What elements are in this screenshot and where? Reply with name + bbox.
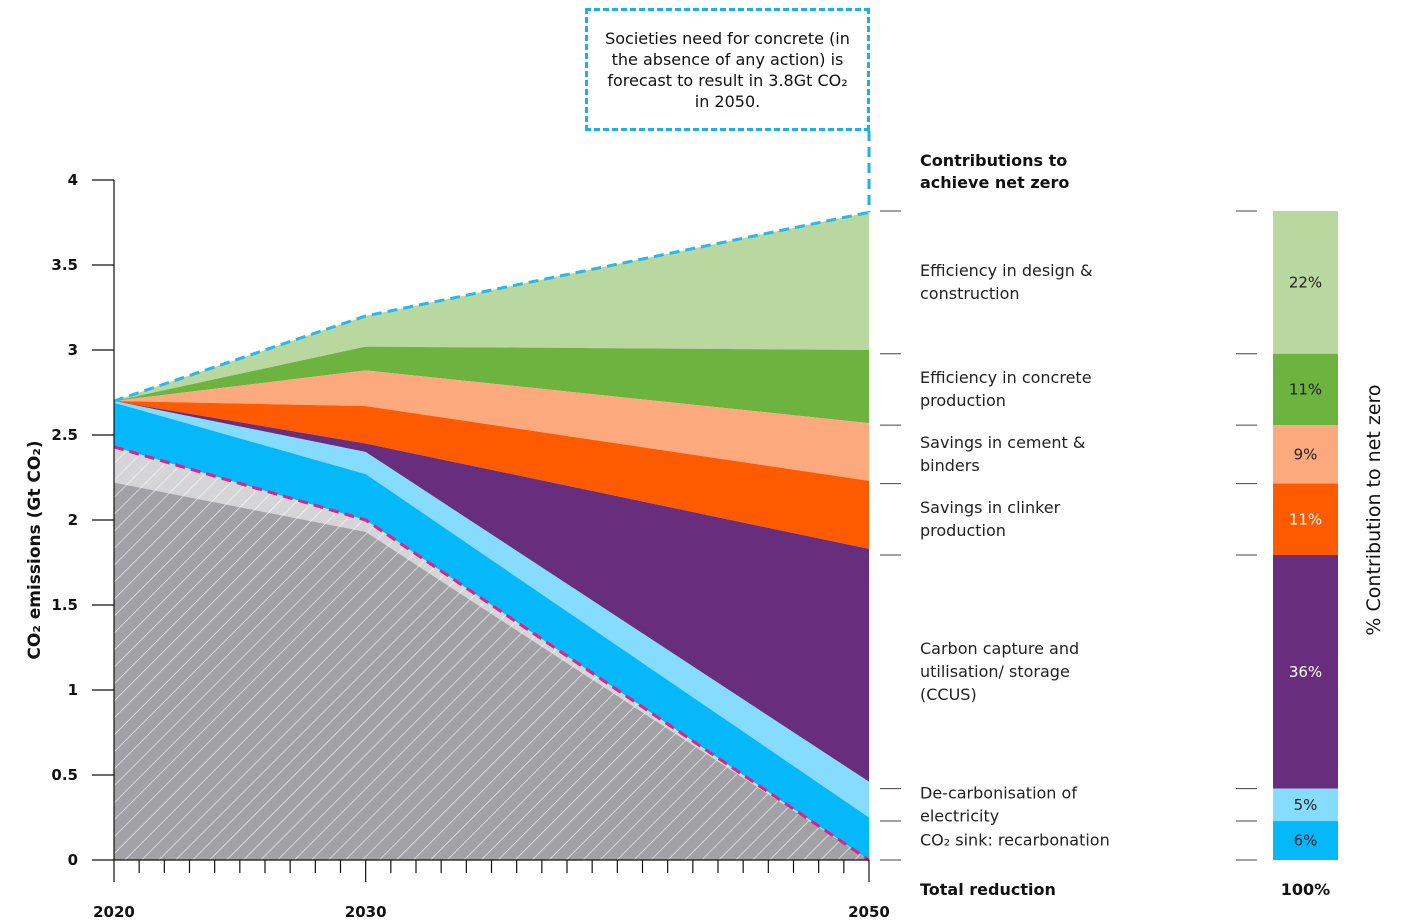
label-carbon-capture-and-utilisation-storage-ccus: Carbon capture and utilisation/ storage (C… [920,639,1079,704]
label-savings-in-clinker-production: Savings in clinker production [920,498,1061,540]
bar-efficiency-in-design-construction [1273,211,1338,354]
area-savings-in-cement-binders [114,370,869,481]
bar-carbon-capture-and-utilisation-storage-ccus [1273,554,1338,789]
pct-efficiency-in-design-construction: 22% [1289,273,1322,291]
total-reduction-value: 100% [1281,880,1330,899]
bar-co-sink-recarbonation [1273,821,1338,860]
pct-savings-in-cement-binders: 9% [1294,445,1318,463]
pct-de-carbonisation-of-electricity: 5% [1294,796,1318,814]
y-axis-label: CO₂ emissions (Gt CO₂) [25,440,45,659]
y-tick-label: 2.5 [51,426,78,444]
y-tick-label: 1 [68,681,78,699]
hatched-band-2-pattern [114,482,869,860]
bar-savings-in-clinker-production [1273,483,1338,555]
area-savings-in-clinker-production [114,401,869,549]
bar-efficiency-in-concrete-production [1273,353,1338,426]
x-tick-label: 2030 [345,903,387,920]
area-efficiency-in-concrete-production [114,346,869,424]
pct-savings-in-clinker-production: 11% [1289,510,1322,528]
forecast-callout: Societies need for concrete (in the abse… [585,8,870,131]
y-tick-label: 3.5 [51,256,78,274]
y-tick-label: 0.5 [51,766,78,784]
y-tick-label: 3 [68,341,78,359]
y-tick-label: 1.5 [51,596,78,614]
area-co-sink-recarbonation [114,402,869,860]
pct-efficiency-in-concrete-production: 11% [1289,380,1322,398]
bar-savings-in-cement-binders [1273,425,1338,484]
label-efficiency-in-design-construction: Efficiency in design & construction [920,261,1092,303]
label-co-sink-recarbonation: CO₂ sink: recarbonation [920,831,1110,850]
pct-co-sink-recarbonation: 6% [1294,832,1318,850]
reference-line-1 [113,210,870,403]
area-carbon-capture-and-utilisation-storage-ccus [114,401,869,782]
hatched-band-1-pattern [114,446,869,860]
contribution-axis-label: % Contribution to net zero [1363,384,1385,635]
x-tick-label: 2020 [93,903,135,920]
x-tick-label: 2050 [848,903,890,920]
label-de-carbonisation-of-electricity: De-carbonisation of electricity [920,783,1077,825]
area-efficiency-in-design-construction [114,212,869,401]
y-tick-label: 0 [68,851,78,869]
reference-line-2 [113,445,870,862]
contributions-header: Contributions to achieve net zero [920,151,1069,192]
label-efficiency-in-concrete-production: Efficiency in concrete production [920,368,1092,410]
bar-de-carbonisation-of-electricity [1273,788,1338,822]
label-savings-in-cement-binders: Savings in cement & binders [920,433,1085,475]
y-tick-label: 4 [68,171,78,189]
y-tick-label: 2 [68,511,78,529]
total-reduction-label: Total reduction [920,880,1056,899]
pct-carbon-capture-and-utilisation-storage-ccus: 36% [1289,663,1322,681]
